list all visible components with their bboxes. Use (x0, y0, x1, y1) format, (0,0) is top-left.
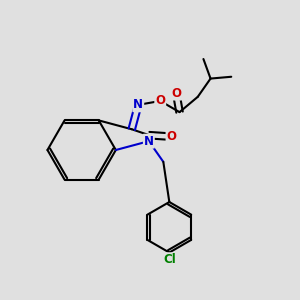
Text: N: N (144, 135, 154, 148)
Text: O: O (155, 94, 165, 107)
Text: O: O (167, 130, 176, 143)
Text: N: N (133, 98, 143, 111)
Text: O: O (171, 87, 181, 100)
Text: Cl: Cl (163, 253, 176, 266)
